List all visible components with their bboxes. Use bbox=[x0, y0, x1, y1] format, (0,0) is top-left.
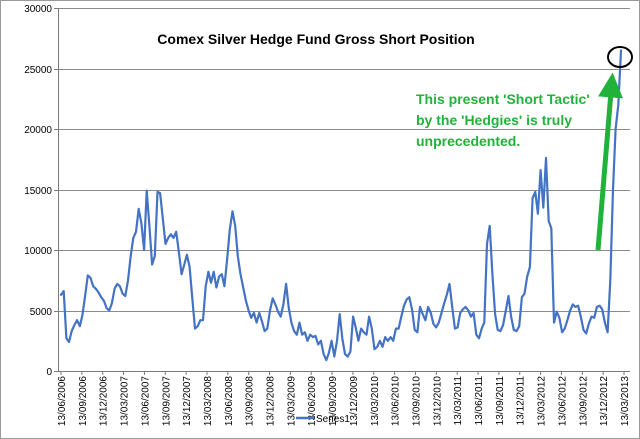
x-tick-label: 13/06/2006 bbox=[57, 376, 68, 426]
annotation-arrow bbox=[595, 72, 624, 251]
x-tick-label: 13/09/2010 bbox=[411, 376, 422, 426]
x-tick-label: 13/06/2011 bbox=[474, 376, 485, 426]
x-tick-label: 13/12/2010 bbox=[432, 376, 443, 426]
annotation-text-line-1: This present 'Short Tactic' bbox=[416, 91, 590, 107]
y-tick-label: 0 bbox=[46, 367, 52, 378]
y-tick-label: 20000 bbox=[24, 125, 52, 136]
x-tick-labels: 13/06/2006 13/09/2006 13/12/2006 13/03/2007… bbox=[57, 376, 631, 426]
x-tick-label: 13/03/2007 bbox=[120, 376, 131, 426]
x-tick-label: 13/06/2012 bbox=[557, 376, 568, 426]
x-tick-label: 13/12/2011 bbox=[516, 376, 527, 426]
x-tick-label: 13/09/2009 bbox=[328, 376, 339, 426]
x-tick-label: 13/03/2011 bbox=[453, 376, 464, 426]
x-tick-label: 13/03/2010 bbox=[370, 376, 381, 426]
chart-title: Comex Silver Hedge Fund Gross Short Posi… bbox=[157, 31, 474, 47]
y-tick-label: 15000 bbox=[24, 186, 52, 197]
x-tick-label: 13/12/2006 bbox=[99, 376, 110, 426]
y-tick-label: 10000 bbox=[24, 246, 52, 257]
y-tick-label: 5000 bbox=[30, 307, 53, 318]
x-tick-label: 13/09/2007 bbox=[161, 376, 172, 426]
x-tick-label: 13/03/2012 bbox=[537, 376, 548, 426]
x-tick-label: 13/03/2009 bbox=[286, 376, 297, 426]
y-tick-label: 30000 bbox=[24, 4, 52, 15]
y-tick-label: 25000 bbox=[24, 65, 52, 76]
annotation-text-line-2: by the 'Hedgies' is truly bbox=[416, 112, 572, 128]
x-tick-label: 13/09/2008 bbox=[245, 376, 256, 426]
x-tick-label: 13/12/2012 bbox=[599, 376, 610, 426]
x-tick-label: 13/06/2010 bbox=[391, 376, 402, 426]
x-tick-label: 13/06/2007 bbox=[140, 376, 151, 426]
legend-label: Series1 bbox=[316, 414, 350, 425]
annotation-layer: This present 'Short Tactic' by the 'Hedg… bbox=[416, 46, 633, 251]
series-layer bbox=[59, 49, 623, 362]
annotation-ellipse bbox=[607, 46, 633, 68]
x-tick-label: 13/09/2006 bbox=[78, 376, 89, 426]
x-tick-label: 13/09/2011 bbox=[495, 376, 506, 426]
gridlines bbox=[58, 8, 630, 312]
x-tick-label: 13/12/2008 bbox=[266, 376, 277, 426]
x-tick-label: 13/12/2009 bbox=[349, 376, 360, 426]
x-tick-label: 13/06/2009 bbox=[307, 376, 318, 426]
x-tick-label: 13/03/2008 bbox=[203, 376, 214, 426]
x-tick-label: 13/12/2007 bbox=[182, 376, 193, 426]
annotation-text-line-3: unprecedented. bbox=[416, 133, 520, 149]
y-tick-labels: 0 5000 10000 15000 20000 25000 30000 bbox=[24, 4, 52, 378]
x-tick-label: 13/03/2013 bbox=[620, 376, 631, 426]
series-line-series1 bbox=[59, 49, 623, 362]
axes bbox=[54, 8, 630, 375]
legend: Series1 bbox=[296, 414, 350, 425]
x-tick-label: 13/06/2008 bbox=[224, 376, 235, 426]
x-tick-label: 13/09/2012 bbox=[578, 376, 589, 426]
